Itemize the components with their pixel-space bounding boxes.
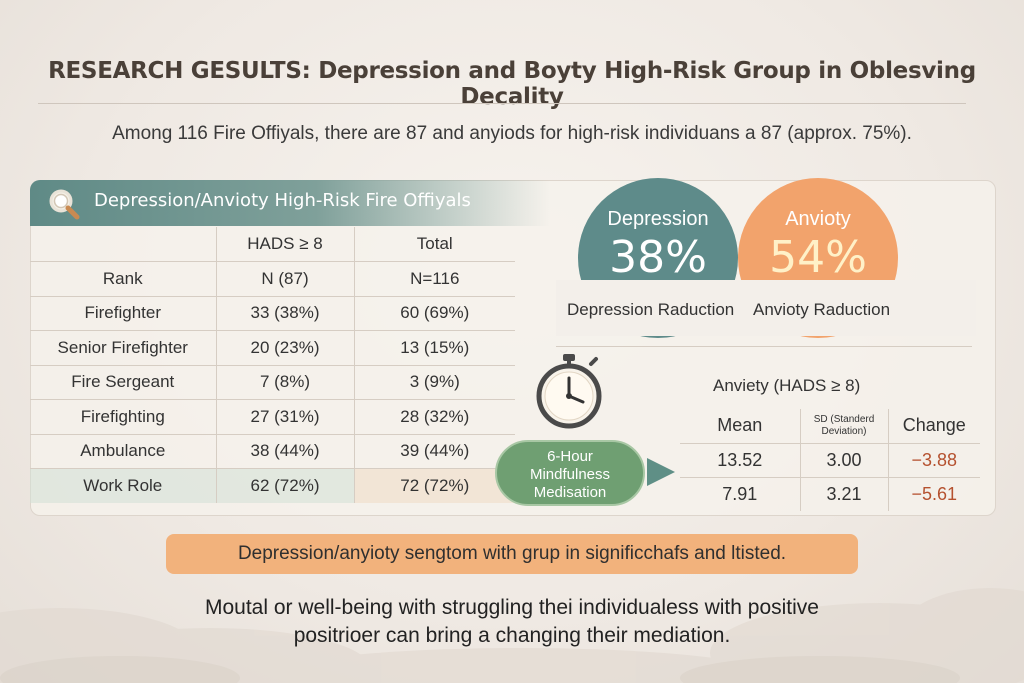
table-cell: Ambulance [30,433,217,469]
table-cell: Work Role [30,468,217,503]
risk-table: HADS ≥ 8 Total Rank N (87) N=116 Firefig… [30,227,515,503]
sd-header-line: SD (Standerd [813,413,875,425]
table-column-header: Mean [680,409,801,443]
depression-label: Depression [607,208,709,230]
table-row: Work Role 62 (72%) 72 (72%) [30,468,515,503]
table-cell: Firefighting [30,399,217,434]
depression-caption: Depression Raduction [567,300,735,319]
table-row: HADS ≥ 8 Total [30,227,515,262]
table-cell: −3.88 [888,442,980,477]
highlight-banner: Depression/anyioty sengtom with grup in … [166,534,858,574]
table-cell: Firefighter [30,295,217,331]
table-row: Senior Firefighter 20 (23%) 13 (15%) [30,330,515,365]
badge-line: 6-Hour [547,448,593,465]
page-title: RESEARCH GESULTS: Depression and Boyty H… [48,58,976,110]
table-cell: 13 (15%) [354,330,515,365]
table-cell: 3.00 [800,442,889,477]
table-cell: 72 (72%) [354,468,515,503]
table-row: Rank N (87) N=116 [30,261,515,296]
table-cell: 38 (44%) [216,433,355,469]
anxiety-value: 54% [769,232,867,283]
table-column-header: Total [416,234,453,253]
stopwatch-icon [536,354,602,429]
badge-line: Medisation [533,484,607,501]
table-row: Firefighting 27 (31%) 28 (32%) [30,399,515,434]
sd-header-line: Deviation) [821,425,867,437]
anxiety-caption: Anvioty Raduction [753,300,891,319]
table-cell: 7 (8%) [216,364,355,400]
table-row: Mean SD (Standerd Deviation) Change [680,409,980,443]
arrow-right-icon [647,458,675,486]
table-cell: 39 (44%) [354,433,515,469]
table-cell: Senior Firefighter [30,330,217,365]
table-cell: Rank [30,261,217,296]
section-divider [556,346,972,347]
table-column-header: SD (Standerd Deviation) [800,409,889,443]
anxiety-label: Anvioty [785,208,851,230]
caption-backdrop [556,280,976,336]
table-row: 13.52 3.00 −3.88 [680,442,980,477]
table-cell: 28 (32%) [354,399,515,434]
table-row: Fire Sergeant 7 (8%) 3 (9%) [30,364,515,400]
table-cell: Fire Sergeant [30,364,217,400]
depression-value: 38% [609,232,707,283]
title-divider [38,103,966,104]
table-column-header: Change [902,415,966,436]
table-row: Ambulance 38 (44%) 39 (44%) [30,433,515,469]
footer-text: Moutal or well-being with struggling the… [0,594,1024,650]
table-cell: 20 (23%) [216,330,355,365]
table-cell: 62 (72%) [216,468,355,503]
table-column-header: HADS ≥ 8 [216,227,355,262]
summary-text: Among 116 Fire Offiyals, there are 87 an… [112,123,912,144]
table-cell: 3 (9%) [354,364,515,400]
table-cell: −5.61 [888,476,980,511]
badge-line: Mindfulness [529,466,611,483]
table-cell [30,227,217,262]
table-cell: 33 (38%) [216,295,355,331]
footer-line: Moutal or well-being with struggling the… [205,596,819,619]
table-cell: 60 (69%) [354,295,515,331]
table-cell: 7.91 [680,476,801,511]
mindfulness-badge: 6-Hour Mindfulness Medisation [495,440,645,506]
table-row: 7.91 3.21 −5.61 [680,476,980,511]
table-cell: 27 (31%) [216,399,355,434]
footer-line: positrioer can bring a changing their me… [293,624,731,647]
table-cell: N=116 [354,261,515,296]
table-header-bar [30,180,550,226]
table-title: Depression/Anvioty High-Risk Fire Offiya… [94,190,471,211]
anxiety-table-title: Anviety (HADS ≥ 8) [713,376,861,395]
table-cell: 13.52 [680,442,801,477]
table-row: Firefighter 33 (38%) 60 (69%) [30,295,515,331]
table-cell: 3.21 [800,476,889,511]
anxiety-table: Mean SD (Standerd Deviation) Change 13.5… [680,409,980,511]
magnifier-icon [49,189,80,220]
table-cell: N (87) [216,261,355,296]
